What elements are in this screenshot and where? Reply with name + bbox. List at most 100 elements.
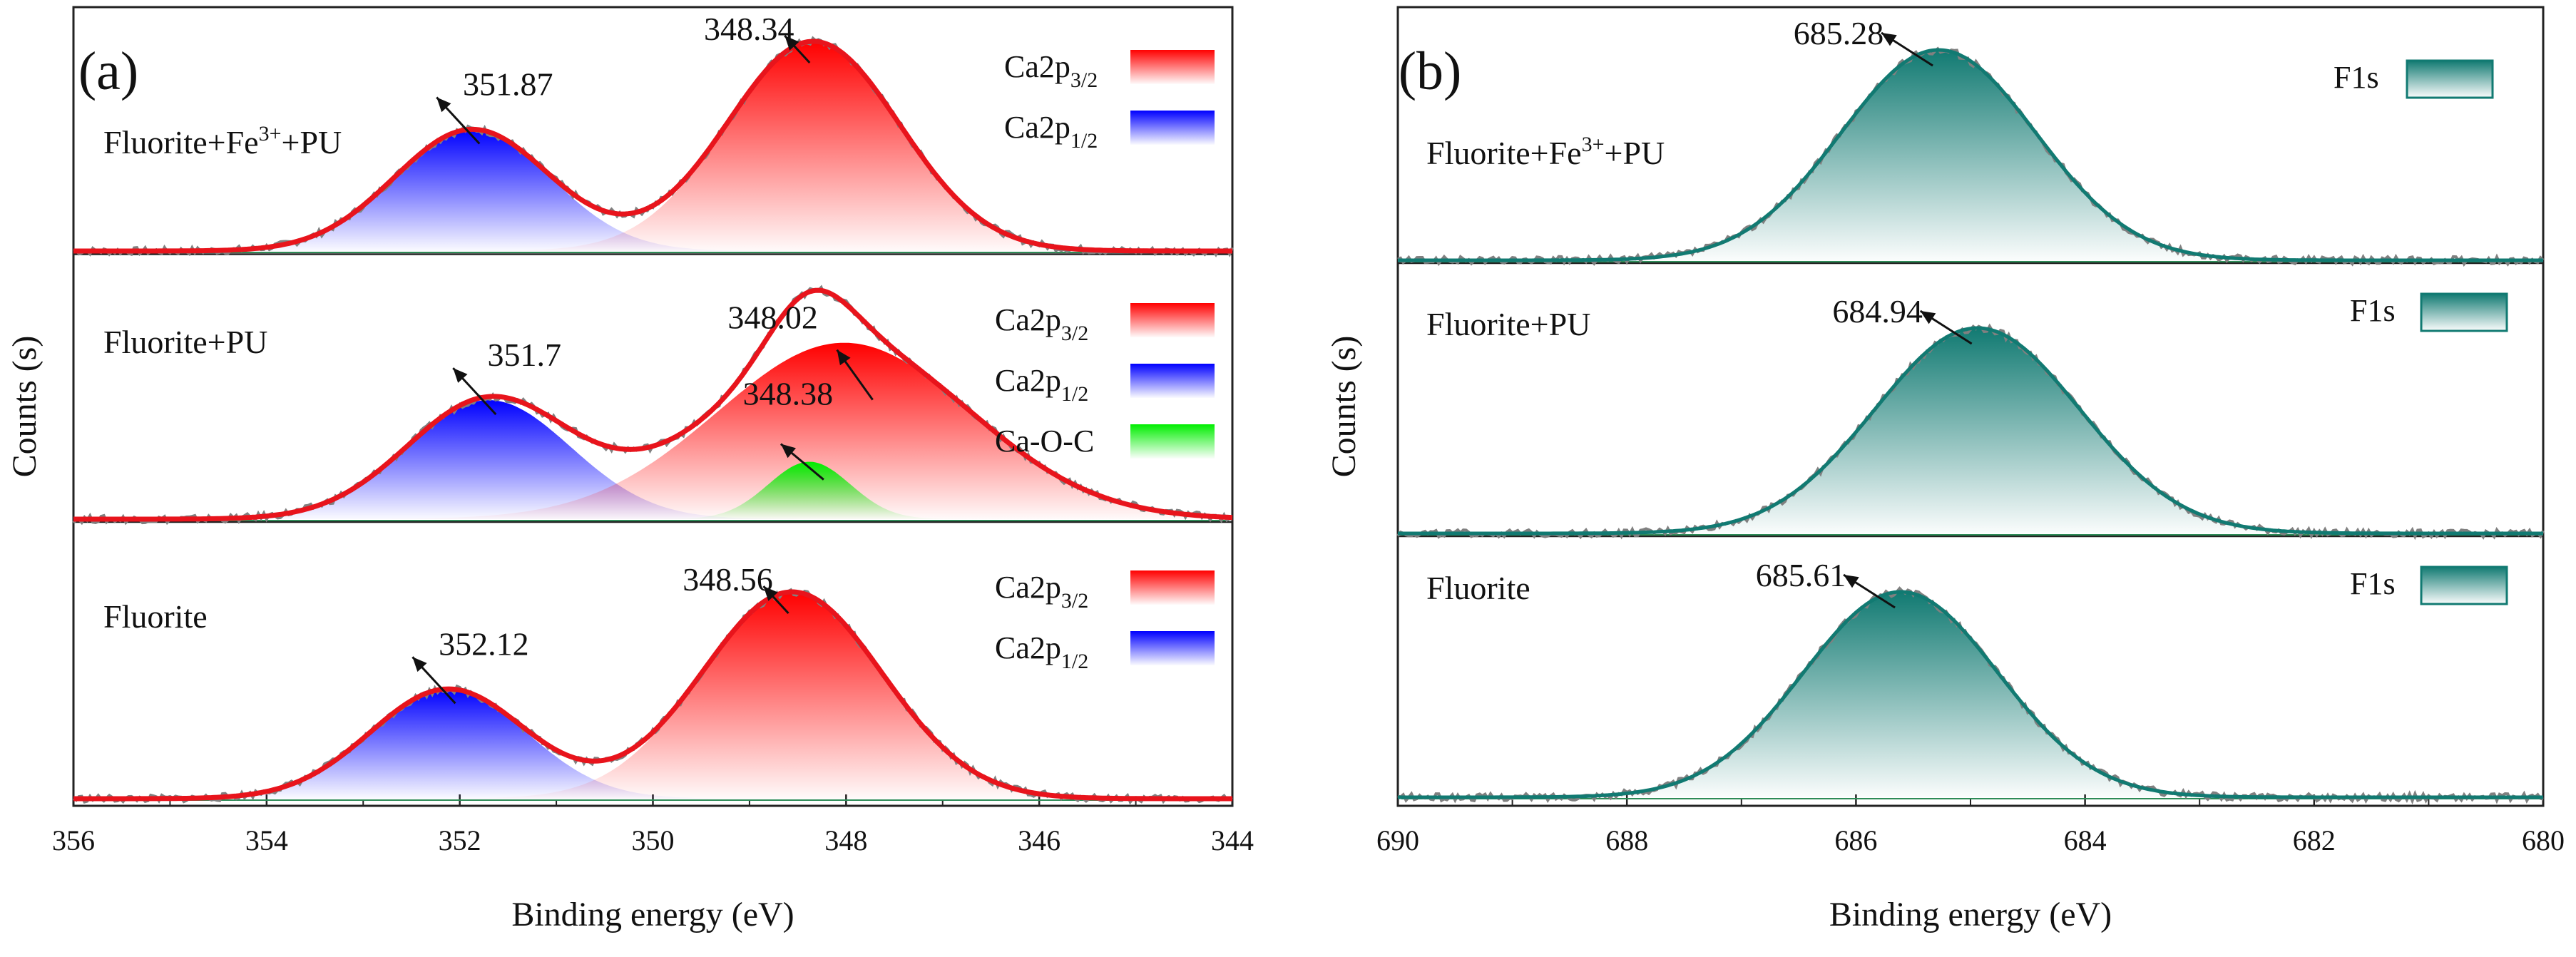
legend-label: F1s — [2350, 293, 2396, 328]
peak-arrowhead — [436, 97, 451, 113]
sample-label: Fluorite+Fe3++PU — [1426, 133, 1665, 171]
peak-arrowhead — [412, 657, 427, 672]
x-tick-label: 346 — [1018, 824, 1060, 856]
panel-letter: (b) — [1399, 41, 1462, 101]
peak-arrowhead — [1844, 575, 1859, 588]
subplot-1: 685.28 Fluorite+Fe3++PU F1s — [1397, 15, 2545, 267]
legend-entry: Ca2p3/2 — [995, 302, 1215, 345]
x-tick-label: 350 — [632, 824, 675, 856]
legend-swatch — [1130, 570, 1215, 605]
peak-arrowhead — [763, 586, 778, 601]
peak-fill-ca2p3-2 — [73, 592, 1232, 799]
peak-fill-ca2p1-2 — [73, 129, 1232, 251]
y-axis-label: Counts (s) — [6, 336, 44, 478]
legend-entry: Ca2p1/2 — [995, 630, 1215, 673]
peak-arrowhead — [1920, 311, 1936, 324]
peak-value-label: 348.56 — [683, 561, 773, 598]
fitted-envelope — [73, 589, 1232, 802]
legend-entry: Ca2p1/2 — [995, 363, 1215, 406]
sample-label: Fluorite — [1426, 570, 1530, 606]
legend-swatch — [2420, 566, 2508, 605]
peak-arrowhead — [784, 36, 799, 51]
legend-entry: F1s — [2334, 59, 2494, 99]
peak-fill-ca2p3-2 — [73, 342, 1232, 519]
sample-label: Fluorite+PU — [1426, 306, 1590, 342]
fitted-envelope — [73, 287, 1233, 522]
raw-spectrum — [1397, 46, 2545, 267]
legend-label: Ca-O-C — [995, 424, 1094, 459]
peak-value-label: 348.38 — [743, 376, 834, 412]
peak-value-label: 684.94 — [1832, 293, 1923, 329]
fitted-envelope — [1398, 326, 2543, 536]
legend-swatch — [2420, 292, 2508, 332]
legend-label: Ca2p3/2 — [995, 570, 1088, 613]
legend-entry: F1s — [2350, 566, 2508, 605]
x-tick-label: 348 — [824, 824, 867, 856]
legend-label: Ca2p1/2 — [1004, 110, 1098, 153]
panel-letter: (a) — [78, 41, 138, 101]
legend-swatch — [1130, 111, 1215, 145]
subplot-3: 685.61 Fluorite F1s — [1397, 557, 2544, 805]
x-axis-label: Binding energy (eV) — [1829, 896, 2112, 933]
legend-swatch — [1130, 50, 1215, 84]
peak-value-label: 348.02 — [727, 300, 818, 336]
peak-value-label: 351.7 — [488, 337, 562, 373]
peak-value-label: 351.87 — [463, 66, 553, 102]
x-tick-label: 344 — [1211, 824, 1254, 856]
legend-swatch — [1130, 424, 1215, 459]
x-tick-label: 682 — [2293, 824, 2336, 856]
peak-arrowhead — [453, 368, 468, 383]
subplot-1: 351.87 348.34 Fluorite+Fe3++PU Ca2p3/2 Ca2p1… — [73, 11, 1234, 257]
x-tick-label: 688 — [1605, 824, 1648, 856]
legend-swatch — [2406, 59, 2494, 99]
legend-label: F1s — [2334, 60, 2379, 95]
subplot-2: 351.7 348.02 348.38 Fluorite+PU Ca2p3/2 Ca2p1… — [72, 285, 1233, 526]
legend-entry: Ca2p3/2 — [995, 570, 1215, 613]
legend-entry: Ca2p1/2 — [1004, 110, 1215, 153]
fitted-envelope — [1398, 48, 2543, 262]
x-tick-label: 680 — [2522, 824, 2565, 856]
x-tick-label: 690 — [1376, 824, 1419, 856]
x-tick-label: 352 — [439, 824, 481, 856]
peak-fill-f1s — [1398, 328, 2543, 533]
legend-swatch — [1130, 303, 1215, 337]
legend-label: F1s — [2350, 566, 2396, 601]
peak-fill-ca2p1-2 — [73, 689, 1232, 799]
sample-label: Fluorite — [103, 598, 208, 635]
subplot-2: 684.94 Fluorite+PU F1s — [1396, 292, 2545, 541]
legend-swatch — [1130, 364, 1215, 398]
peak-fill-f1s — [1398, 592, 2543, 797]
peak-arrowhead — [780, 444, 796, 459]
peak-value-label: 352.12 — [439, 625, 529, 662]
peak-value-label: 685.28 — [1794, 15, 1884, 51]
sample-label: Fluorite+PU — [103, 324, 267, 360]
legend-entry: F1s — [2350, 292, 2508, 332]
x-axis-label: Binding energy (eV) — [511, 896, 794, 933]
legend-entry: Ca-O-C — [995, 424, 1215, 459]
legend-label: Ca2p3/2 — [1004, 49, 1098, 92]
x-tick-label: 686 — [1834, 824, 1877, 856]
peak-value-label: 348.34 — [704, 11, 794, 47]
legend-label: Ca2p1/2 — [995, 630, 1088, 673]
panel-a: 356 354 352 350 348 346 344 Binding energy (eV)… — [6, 6, 1254, 933]
subplot-3: 352.12 348.56 Fluorite Ca2p3/2 Ca2p1/2 — [72, 561, 1233, 805]
panel-b: 690 688 686 684 682 680 Binding energy (eV) Cou… — [1325, 6, 2565, 933]
peak-arrowhead — [837, 349, 851, 366]
legend-label: Ca2p1/2 — [995, 363, 1088, 406]
x-tick-label: 356 — [52, 824, 95, 856]
peak-fill-f1s — [1398, 50, 2543, 260]
sample-label: Fluorite+Fe3++PU — [103, 122, 342, 160]
y-axis-label: Counts (s) — [1325, 336, 1363, 478]
peak-fill-ca2p3-2 — [73, 41, 1232, 251]
fitted-envelope — [1398, 590, 2543, 799]
legend-label: Ca2p3/2 — [995, 302, 1088, 345]
peak-value-label: 685.61 — [1756, 557, 1846, 593]
x-tick-label: 354 — [245, 824, 288, 856]
x-tick-label: 684 — [2064, 824, 2107, 856]
legend-swatch — [1130, 631, 1215, 665]
fitted-envelope — [73, 39, 1232, 254]
peak-fill-ca2p1-2 — [73, 400, 1232, 519]
legend-entry: Ca2p3/2 — [1004, 49, 1215, 92]
peak-arrowhead — [1881, 33, 1897, 46]
